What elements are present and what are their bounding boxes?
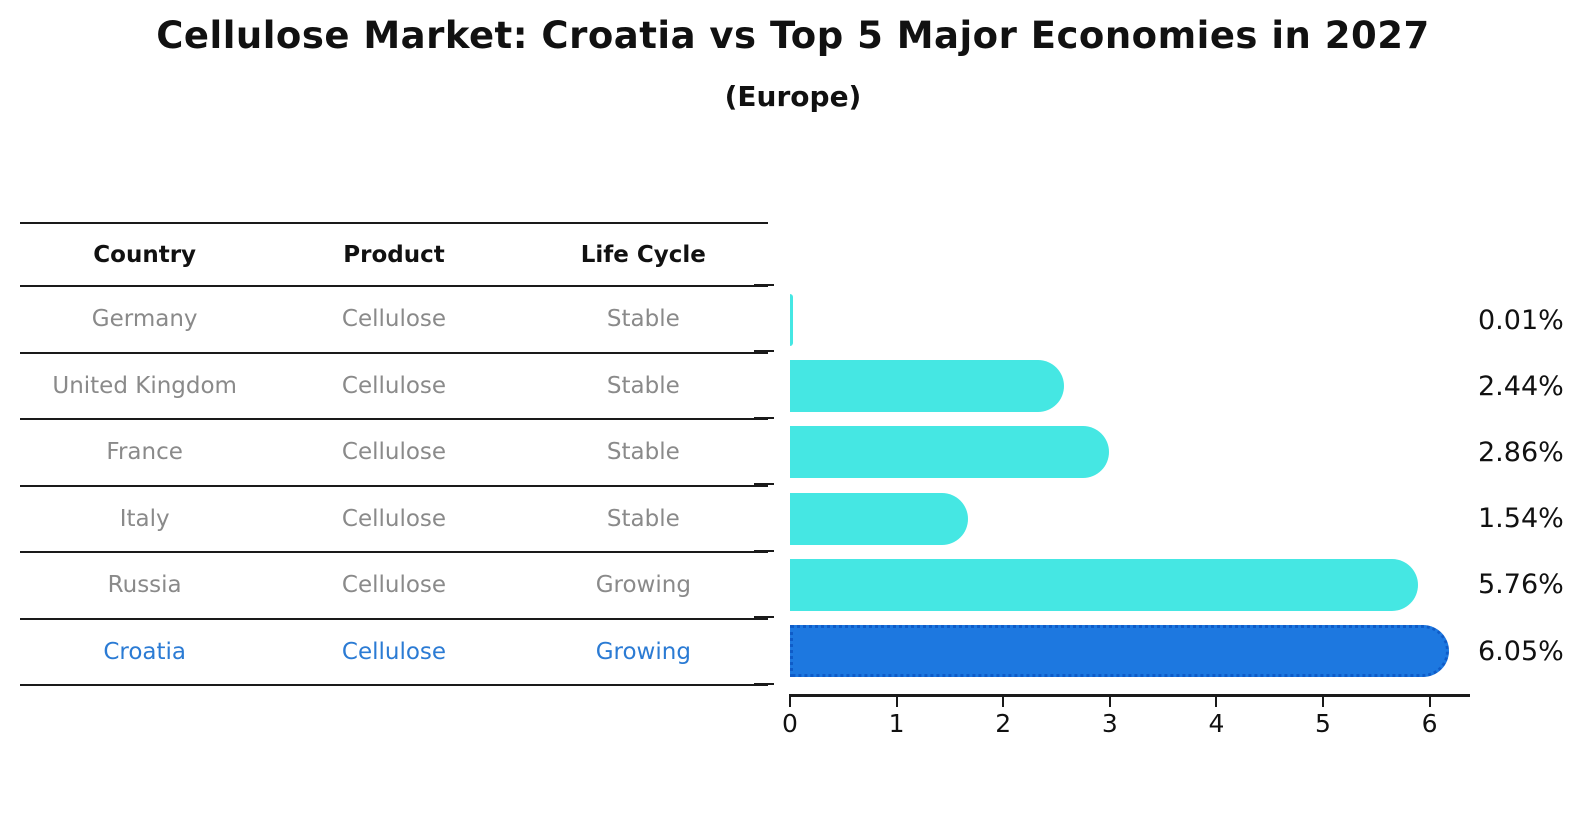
cell-country: United Kingdom	[52, 372, 237, 399]
cell-product: Cellulose	[341, 372, 447, 399]
bar-row	[790, 552, 1470, 618]
y-axis-tick	[754, 616, 774, 618]
column-header-product: Product	[343, 241, 445, 268]
country-table: Country Product Life Cycle Germany Cellu…	[20, 222, 768, 686]
table-row-germany: Germany Cellulose Stable	[20, 287, 768, 354]
x-axis-tick-label: 4	[1208, 709, 1225, 738]
bar-row	[790, 287, 1470, 353]
cell-country: France	[106, 439, 183, 466]
cell-country: Germany	[91, 306, 198, 333]
cell-product: Cellulose	[341, 638, 447, 665]
cell-life-cycle: Growing	[595, 638, 691, 665]
bar-row	[790, 353, 1470, 419]
value-label-united-kingdom: 2.44%	[1478, 370, 1564, 402]
y-axis-tick	[754, 483, 774, 485]
bar-france	[790, 426, 1109, 479]
y-axis-tick	[754, 284, 774, 286]
value-label-russia: 5.76%	[1478, 569, 1564, 601]
x-axis-tick-label: 5	[1315, 709, 1331, 738]
x-axis-tick-mark	[1322, 697, 1324, 707]
column-header-country: Country	[93, 241, 197, 268]
bar-united-kingdom	[790, 360, 1065, 413]
bar-italy	[790, 492, 969, 545]
value-label-croatia: 6.05%	[1478, 635, 1564, 667]
cell-product: Cellulose	[341, 439, 447, 466]
column-header-life-cycle: Life Cycle	[580, 241, 706, 268]
cell-country: Italy	[119, 505, 170, 532]
cell-product: Cellulose	[341, 572, 447, 599]
table-row-italy: Italy Cellulose Stable	[20, 487, 768, 553]
x-axis: 0 1 2 3 4 5 6	[782, 697, 1470, 757]
x-axis-tick-label: 6	[1421, 709, 1438, 738]
x-axis-tick-mark	[895, 697, 898, 707]
cell-life-cycle: Stable	[606, 372, 680, 399]
table-row-united-kingdom: United Kingdom Cellulose Stable	[20, 354, 768, 420]
bar-germany	[790, 294, 793, 347]
cell-product: Cellulose	[341, 505, 447, 532]
bar-row	[790, 618, 1470, 684]
value-label-italy: 1.54%	[1478, 503, 1564, 535]
cell-life-cycle: Growing	[595, 572, 691, 599]
y-axis-tick	[754, 350, 774, 352]
chart-subtitle: (Europe)	[724, 80, 862, 113]
table-row-russia: Russia Cellulose Growing	[20, 553, 768, 620]
x-axis-line	[789, 694, 1470, 697]
y-axis-tick	[754, 417, 774, 419]
bar-croatia	[790, 625, 1449, 678]
x-axis-tick-label: 2	[995, 709, 1012, 738]
chart-title: Cellulose Market: Croatia vs Top 5 Major…	[156, 14, 1430, 57]
table-header-row: Country Product Life Cycle	[20, 222, 768, 287]
x-axis-tick-mark	[789, 697, 791, 707]
cell-country: Russia	[107, 572, 182, 599]
bar-row	[790, 419, 1470, 485]
cell-life-cycle: Stable	[606, 306, 680, 333]
table-row-france: France Cellulose Stable	[20, 420, 768, 487]
bar-plot-area	[790, 287, 1470, 685]
x-axis-tick-label: 3	[1101, 709, 1118, 738]
value-label-germany: 0.01%	[1478, 304, 1564, 336]
x-axis-tick-mark	[1428, 697, 1431, 707]
x-axis-tick-mark	[1002, 697, 1005, 707]
table-row-croatia: Croatia Cellulose Growing	[20, 620, 768, 686]
cell-country: Croatia	[103, 638, 186, 665]
cell-product: Cellulose	[341, 306, 447, 333]
x-axis-tick-mark	[1215, 697, 1218, 707]
value-label-france: 2.86%	[1478, 436, 1564, 468]
bar-row	[790, 486, 1470, 552]
x-axis-tick-label: 1	[888, 709, 905, 738]
x-axis-tick-mark	[1108, 697, 1111, 707]
y-axis-tick	[754, 550, 774, 552]
cell-life-cycle: Stable	[606, 439, 680, 466]
x-axis-tick-label: 0	[782, 709, 798, 738]
y-axis-tick	[754, 683, 774, 685]
value-label-column: 0.01% 2.44% 2.86% 1.54% 5.76% 6.05%	[1478, 287, 1582, 684]
bar-russia	[790, 558, 1419, 611]
cell-life-cycle: Stable	[606, 505, 680, 532]
